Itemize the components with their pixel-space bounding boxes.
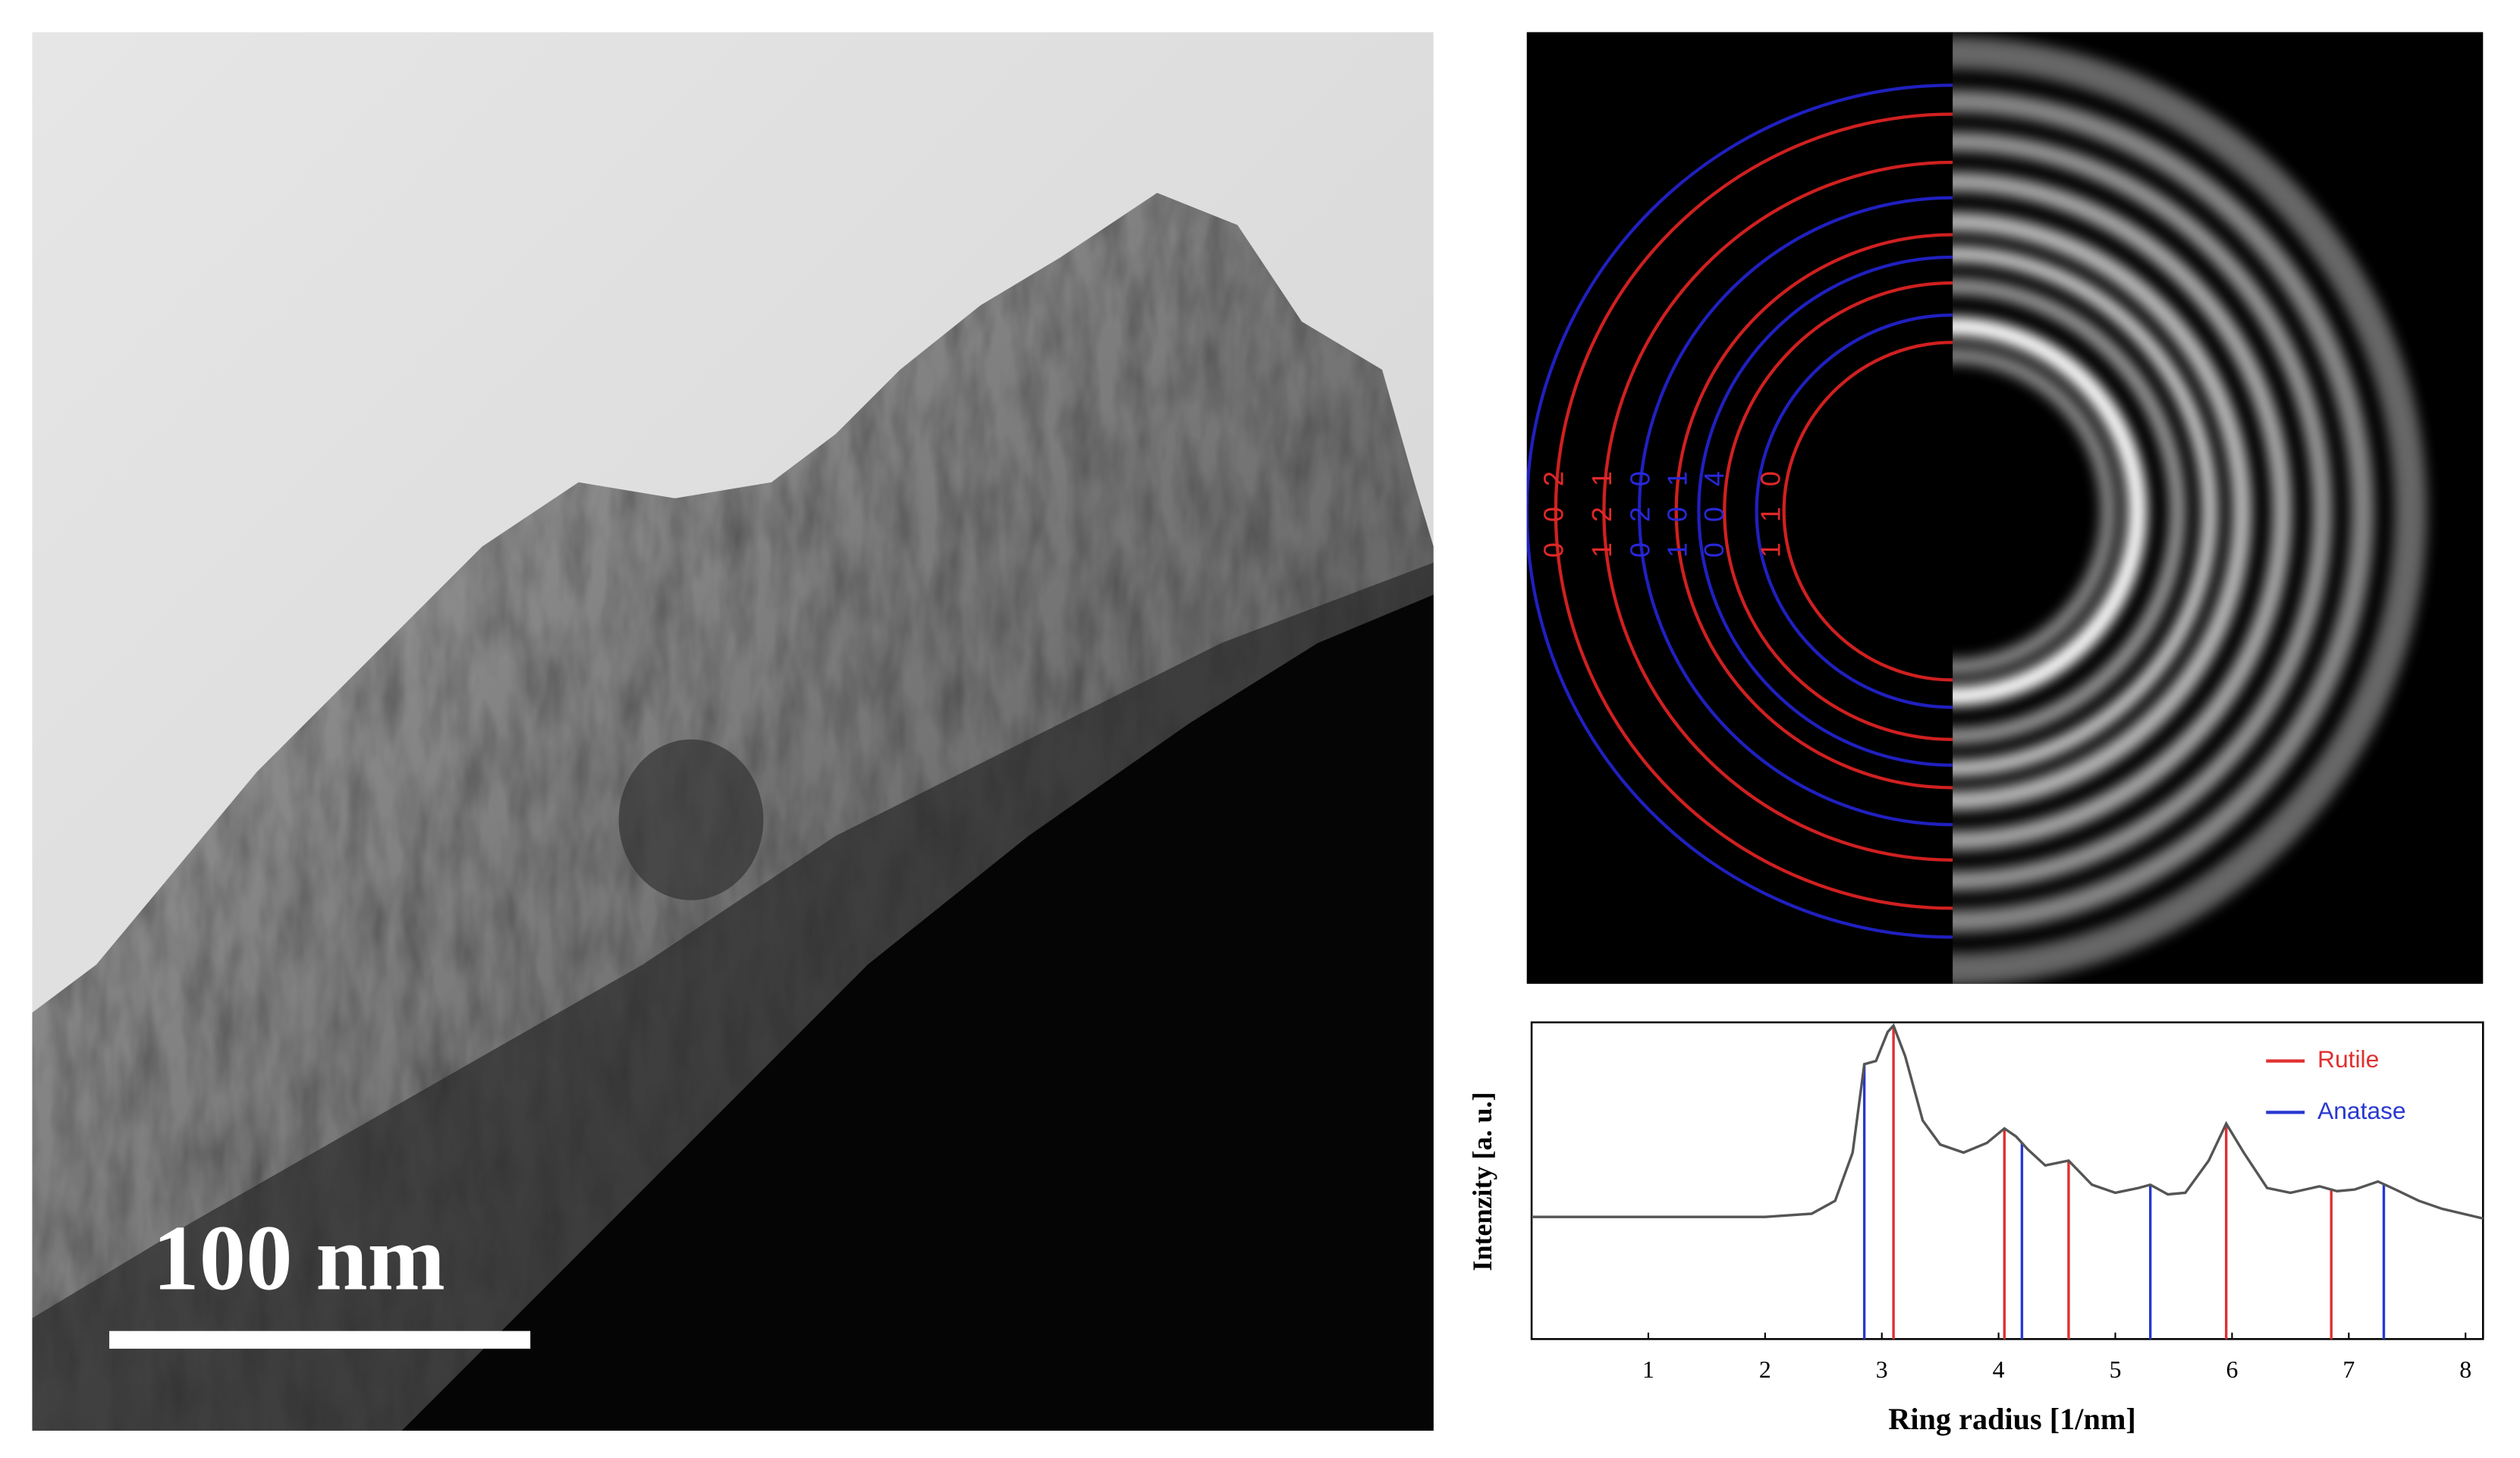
- profile-chart: Ring radius [1/nm] Intenzity [a. u.] 1 2 3…: [1467, 1021, 2484, 1436]
- x-tick-label: 5: [2110, 1356, 2122, 1383]
- ring-label: 1 0 1: [1661, 465, 1692, 558]
- tem-image: 100 nm: [32, 32, 1434, 1431]
- y-axis-label: Intenzity [a. u.]: [1467, 1092, 1497, 1271]
- x-tick-label: 6: [2226, 1356, 2238, 1383]
- legend-label: Rutile: [2317, 1045, 2379, 1073]
- x-tick-label: 2: [1759, 1356, 1771, 1383]
- ring-label: 0 0 2: [1538, 465, 1569, 558]
- ring-label: 1 2 1: [1586, 465, 1617, 558]
- ring-label: 0 0 4: [1698, 465, 1730, 558]
- x-tick-label: 8: [2459, 1356, 2471, 1383]
- ring-label: 0 2 0: [1625, 465, 1656, 558]
- x-axis-label: Ring radius [1/nm]: [1888, 1402, 2135, 1436]
- x-tick-label: 3: [1876, 1356, 1888, 1383]
- x-tick-label: 1: [1642, 1356, 1654, 1383]
- x-tick-label: 7: [2342, 1356, 2355, 1383]
- ring-label: 1 1 0: [1755, 465, 1786, 558]
- scale-bar-label: 100 nm: [152, 1205, 445, 1309]
- x-tick-label: 4: [1993, 1356, 2005, 1383]
- profile-line: [1532, 1023, 2484, 1220]
- legend-label: Anatase: [2317, 1097, 2406, 1124]
